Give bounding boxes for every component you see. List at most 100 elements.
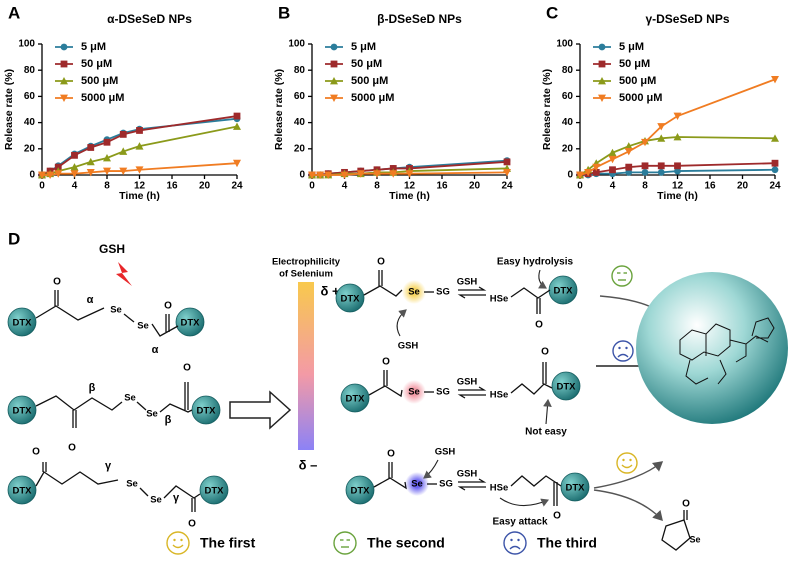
marker	[330, 94, 338, 102]
flow-arrow	[593, 489, 663, 522]
legend-label: The third	[537, 535, 597, 551]
se-glow	[402, 280, 426, 304]
gsh-label: GSH	[99, 242, 125, 256]
marker	[624, 148, 633, 156]
marker	[674, 167, 681, 175]
marker	[657, 162, 665, 170]
flow-arrow	[593, 461, 664, 489]
attack-arrow	[396, 309, 407, 337]
x-tick-label: 8	[104, 181, 110, 192]
y-tick-label: 60	[562, 91, 574, 102]
marker	[608, 148, 617, 157]
marker	[598, 94, 606, 102]
dtx-label: DTX	[13, 486, 33, 497]
y-tick-label: 60	[24, 91, 36, 102]
y-tick-label: 40	[24, 117, 36, 128]
mouth	[621, 464, 633, 469]
y-tick-label: 0	[299, 170, 305, 181]
x-tick-label: 4	[342, 181, 348, 192]
bond	[373, 477, 407, 490]
marker	[609, 166, 616, 174]
marker	[46, 171, 55, 179]
label: O	[535, 320, 543, 331]
panel-label: D	[8, 229, 20, 248]
marker	[86, 157, 95, 166]
label: β	[165, 414, 172, 426]
x-tick-label: 12	[672, 181, 684, 192]
label: GSH	[457, 377, 478, 388]
marker	[103, 167, 111, 176]
x-tick-label: 16	[704, 181, 716, 192]
marker	[103, 138, 111, 146]
marker	[60, 94, 68, 102]
label: γ	[173, 492, 180, 504]
legend-label: 5000 μM	[351, 92, 394, 104]
marker	[119, 130, 127, 138]
drug-structure	[679, 317, 775, 385]
marker	[135, 166, 144, 174]
marker	[503, 158, 511, 166]
legend-label: The first	[200, 535, 256, 551]
equilibrium-arrow	[457, 386, 487, 399]
marker	[641, 138, 649, 147]
x-tick-label: 4	[72, 181, 78, 192]
label: O	[188, 519, 196, 530]
eye	[510, 538, 513, 542]
label: O	[377, 257, 385, 268]
marker	[576, 171, 584, 179]
eye	[618, 346, 621, 350]
label: O	[682, 499, 690, 510]
label: HSe	[490, 483, 508, 494]
x-axis-label: Time (h)	[119, 190, 160, 202]
marker	[598, 77, 606, 85]
marker	[119, 167, 128, 176]
label: O	[53, 277, 61, 288]
marker	[771, 134, 779, 142]
lactone	[661, 519, 691, 551]
x-tick-label: 16	[166, 181, 178, 192]
panel-label: B	[278, 3, 290, 22]
y-tick-label: 20	[24, 143, 36, 154]
big-arrow	[229, 390, 292, 430]
marker	[87, 144, 95, 151]
label: O	[382, 357, 390, 368]
se-glow	[405, 472, 429, 496]
marker	[119, 147, 128, 155]
label: Se	[689, 534, 700, 544]
label: SG	[436, 287, 450, 298]
legend-label: 5 μM	[81, 41, 106, 53]
label: HSe	[490, 390, 508, 401]
y-axis-label: Release rate (%)	[273, 69, 285, 150]
eye	[517, 538, 520, 542]
dtx-label: DTX	[351, 486, 371, 497]
dtx-label: DTX	[197, 406, 217, 417]
dtx-ball	[551, 371, 581, 401]
legend-label: 500 μM	[81, 75, 118, 87]
eye	[180, 538, 183, 542]
marker	[308, 171, 316, 179]
se-glow	[402, 380, 426, 404]
note-arrow	[538, 269, 547, 289]
y-tick-label: 40	[562, 117, 574, 128]
x-tick-label: 8	[374, 181, 380, 192]
marker	[674, 162, 681, 170]
marker	[592, 168, 600, 176]
bond	[368, 385, 403, 398]
label: Se	[408, 287, 420, 298]
bond	[163, 485, 201, 499]
bond	[123, 313, 135, 323]
eye	[625, 346, 628, 350]
bond	[159, 403, 193, 413]
y-axis-label: Release rate (%)	[3, 69, 15, 150]
legend-label: 500 μM	[351, 75, 388, 87]
dtx-ball	[175, 307, 205, 337]
bond	[35, 471, 119, 487]
x-tick-label: 16	[436, 181, 448, 192]
dtx-ball	[7, 307, 37, 337]
x-axis-label: Time (h)	[657, 190, 698, 202]
series-line	[579, 78, 776, 176]
bond	[510, 287, 551, 299]
marker	[233, 122, 241, 130]
note-arrow	[543, 398, 552, 425]
label: Se	[408, 387, 420, 398]
